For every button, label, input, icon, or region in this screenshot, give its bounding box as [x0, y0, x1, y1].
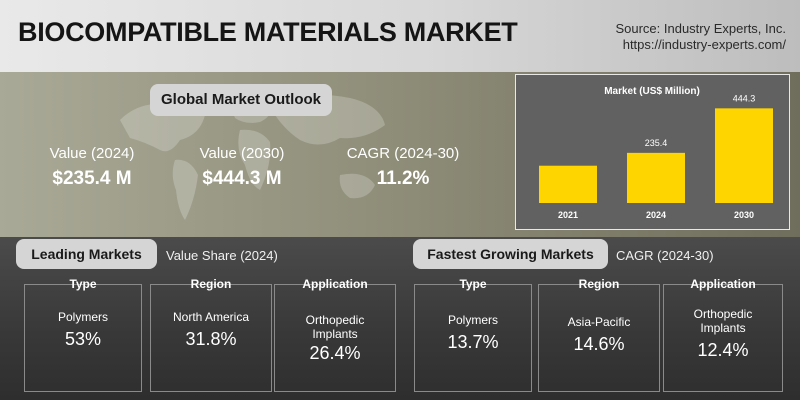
bar-2030 — [715, 108, 773, 203]
card-header: Region — [578, 277, 620, 291]
stat-value-2030: Value (2030) $444.3 M — [182, 144, 302, 191]
stat-label: CAGR (2024-30) — [346, 145, 460, 162]
card-name: Asia-Pacific — [567, 315, 631, 329]
fastest-markets-subtitle: CAGR (2024-30) — [616, 248, 714, 263]
data-label-2024: 235.4 — [645, 138, 668, 148]
card-name: Polymers — [57, 310, 108, 324]
source-url[interactable]: https://industry-experts.com/ — [622, 37, 786, 52]
leading-card-region: Region North America 31.8% — [150, 277, 272, 392]
source-name: Source: Industry Experts, Inc. — [615, 21, 786, 36]
stat-label: Value (2024) — [49, 145, 135, 162]
stat-cagr: CAGR (2024-30) 11.2% — [340, 144, 466, 191]
stat-label: Value (2030) — [199, 145, 285, 162]
stat-value-2024: Value (2024) $235.4 M — [32, 144, 152, 191]
bar-2024 — [627, 152, 685, 203]
bar-2021 — [539, 165, 597, 203]
card-value: 26.4% — [309, 343, 361, 363]
header-banner: BIOCOMPATIBLE MATERIALS MARKET Source: I… — [0, 0, 800, 72]
card-value: 14.6% — [573, 334, 625, 354]
card-name: Orthopedic Implants — [305, 313, 365, 341]
card-header: Type — [69, 277, 97, 291]
card-value: 12.4% — [697, 340, 749, 360]
market-chart: Market (US$ Million) 2021 2024 235.4 2030 44… — [515, 74, 790, 230]
card-header: Application — [302, 277, 368, 291]
stat-value: 11.2% — [376, 168, 430, 189]
card-name: North America — [172, 310, 250, 324]
leading-markets-pill: Leading Markets — [16, 239, 157, 269]
page-title: BIOCOMPATIBLE MATERIALS MARKET — [18, 17, 518, 47]
leading-card-type: Type Polymers 53% — [24, 277, 142, 392]
card-name: Polymers — [447, 313, 498, 327]
stat-value: $235.4 M — [52, 168, 132, 189]
x-tick-label-2024: 2024 — [646, 210, 666, 220]
source-credit: Source: Industry Experts, Inc. https://i… — [615, 21, 786, 53]
world-map-icon — [120, 94, 385, 220]
card-value: 13.7% — [447, 332, 499, 352]
leading-card-application: Application Orthopedic Implants 26.4% — [274, 277, 396, 392]
data-label-2030: 444.3 — [733, 93, 756, 103]
bar-chart: Market (US$ Million) 2021 2024 235.4 2030 44… — [539, 86, 773, 220]
card-header: Type — [459, 277, 487, 291]
chart-title: Market (US$ Million) — [604, 86, 700, 97]
fastest-card-type: Type Polymers 13.7% — [414, 277, 532, 392]
stat-value: $444.3 M — [202, 168, 282, 189]
card-value: 31.8% — [185, 329, 237, 349]
card-value: 53% — [64, 329, 102, 349]
leading-markets-subtitle: Value Share (2024) — [166, 248, 278, 263]
outlook-title-pill: Global Market Outlook — [150, 84, 332, 116]
fastest-markets-pill: Fastest Growing Markets — [413, 239, 608, 269]
fastest-card-region: Region Asia-Pacific 14.6% — [538, 277, 660, 392]
card-header: Application — [690, 277, 756, 291]
card-name: Orthopedic Implants — [693, 307, 753, 335]
fastest-card-application: Application Orthopedic Implants 12.4% — [663, 277, 783, 392]
x-tick-label-2030: 2030 — [734, 210, 754, 220]
x-tick-label-2021: 2021 — [558, 210, 578, 220]
card-header: Region — [190, 277, 232, 291]
